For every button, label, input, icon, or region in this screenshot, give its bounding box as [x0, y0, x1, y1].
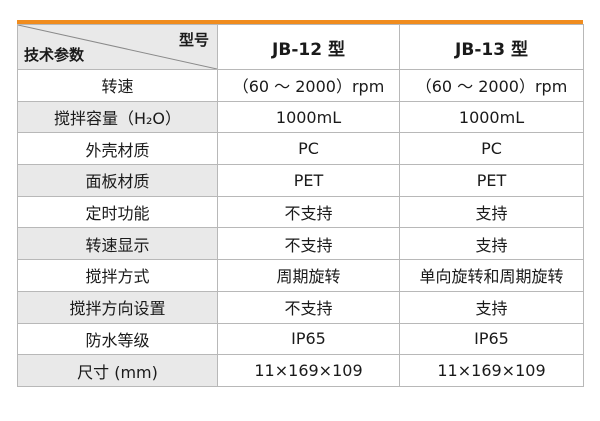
- top-accent-bar: [17, 20, 583, 24]
- table-row: 面板材质 PET PET: [17, 164, 584, 197]
- row-label: 转速: [17, 69, 218, 102]
- table-row: 尺寸 (mm) 11×169×109 11×169×109: [17, 354, 584, 387]
- column-header-jb13: JB-13 型: [399, 24, 584, 70]
- cell-jb12: PET: [217, 164, 400, 197]
- cell-jb13: 支持: [399, 290, 584, 324]
- cell-jb13: 1000mL: [399, 100, 584, 134]
- table-row: 定时功能 不支持 支持: [17, 195, 584, 229]
- table-row: 转速 （60 ～ 2000）rpm （60 ～ 2000）rpm: [17, 69, 584, 102]
- cell-jb12: PC: [217, 132, 400, 166]
- cell-jb12: 周期旋转: [217, 259, 400, 292]
- column-header-jb12: JB-12 型: [217, 24, 400, 70]
- cell-jb12: IP65: [217, 322, 400, 356]
- corner-cell: 型号 技术参数: [17, 24, 218, 70]
- cell-jb13: 支持: [399, 227, 584, 261]
- header-row: 型号 技术参数 JB-12 型 JB-13 型: [17, 24, 584, 70]
- cell-jb13: PC: [399, 132, 584, 166]
- cell-jb12: （60 ～ 2000）rpm: [217, 69, 400, 102]
- table-row: 搅拌方式 周期旋转 单向旋转和周期旋转: [17, 259, 584, 292]
- row-label: 搅拌方向设置: [17, 290, 218, 324]
- cell-jb12: 不支持: [217, 290, 400, 324]
- diagonal-divider: [18, 25, 217, 69]
- row-label: 搅拌容量（H₂O）: [17, 100, 218, 134]
- cell-jb12: 1000mL: [217, 100, 400, 134]
- cell-jb13: 支持: [399, 195, 584, 229]
- row-label: 外壳材质: [17, 132, 218, 166]
- corner-tech-label: 技术参数: [24, 46, 85, 64]
- cell-jb13: PET: [399, 164, 584, 197]
- table-row: 转速显示 不支持 支持: [17, 227, 584, 261]
- table-row: 防水等级 IP65 IP65: [17, 322, 584, 356]
- row-label: 防水等级: [17, 322, 218, 356]
- corner-model-label: 型号: [178, 31, 209, 49]
- row-label: 搅拌方式: [17, 259, 218, 292]
- cell-jb13: 单向旋转和周期旋转: [399, 259, 584, 292]
- cell-jb13: （60 ～ 2000）rpm: [399, 69, 584, 102]
- table-row: 外壳材质 PC PC: [17, 132, 584, 166]
- table-row: 搅拌方向设置 不支持 支持: [17, 290, 584, 324]
- spec-table: 型号 技术参数 JB-12 型 JB-13 型 转速 （60 ～ 2000）rp…: [17, 24, 584, 387]
- row-label: 面板材质: [17, 164, 218, 197]
- row-label: 转速显示: [17, 227, 218, 261]
- cell-jb12: 11×169×109: [217, 354, 400, 387]
- cell-jb13: IP65: [399, 322, 584, 356]
- table-row: 搅拌容量（H₂O） 1000mL 1000mL: [17, 100, 584, 134]
- cell-jb13: 11×169×109: [399, 354, 584, 387]
- cell-jb12: 不支持: [217, 227, 400, 261]
- row-label: 尺寸 (mm): [17, 354, 218, 387]
- row-label: 定时功能: [17, 195, 218, 229]
- cell-jb12: 不支持: [217, 195, 400, 229]
